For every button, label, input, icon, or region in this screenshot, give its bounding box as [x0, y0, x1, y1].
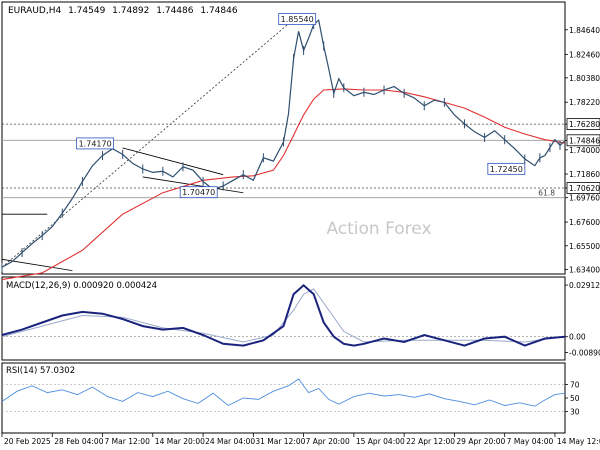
x-tick-label: 7 Apr 20:00	[306, 437, 350, 446]
close-value: 1.74846	[200, 6, 237, 16]
macd-tick-label: 0.00	[569, 333, 586, 342]
x-tick-label: 31 Mar 12:00	[255, 437, 305, 446]
price-tick-box	[566, 134, 600, 147]
x-axis: 20 Feb 2025 28 Feb 04:00 7 Mar 12:00 14 Mar…	[1, 433, 600, 446]
price-callout-box	[76, 137, 115, 150]
price-tick-label: 1.76280	[569, 120, 600, 129]
price-tick-label: 1.74000	[569, 146, 600, 155]
macd-title: MACD(12,26,9) 0.000920 0.000424	[6, 281, 157, 291]
price-callout: 1.85540	[281, 15, 314, 24]
rsi-title: RSI(14) 57.0302	[6, 366, 75, 376]
base-line	[1, 258, 73, 272]
price-tick-label: 1.74846	[569, 136, 600, 145]
x-tick-label: 15 Apr 04:00	[356, 437, 405, 446]
price-tick-label: 1.80380	[569, 74, 600, 83]
x-tick-label: 7 Mar 12:00	[105, 437, 151, 446]
rsi-layer: 70 50 30	[1, 378, 580, 417]
rsi-line	[1, 378, 566, 407]
price-tick-label: 1.84640	[569, 26, 600, 35]
price-tick-label: 1.67600	[569, 218, 600, 227]
x-tick-label: 14 May 12:00	[557, 437, 600, 446]
rsi-tick-label: 50	[570, 394, 580, 403]
price-callout-box	[487, 162, 526, 175]
price-callout-box	[278, 13, 317, 26]
rsi-tick-label: 70	[570, 380, 580, 389]
x-tick-label: 24 Mar 04:00	[205, 437, 255, 446]
price-tick-label: 1.65500	[569, 242, 600, 251]
x-tick-label: 22 Apr 12:00	[406, 437, 455, 446]
symbol-label: EURAUD,H4	[8, 6, 61, 16]
fib-label: 61.8	[538, 189, 555, 198]
price-tick-box	[566, 118, 600, 131]
rsi-panel	[1, 362, 566, 434]
price-callout: 1.74170	[79, 139, 112, 148]
macd-line	[1, 283, 566, 347]
watermark: Action Forex	[326, 219, 431, 239]
x-tick-label: 28 Feb 04:00	[54, 437, 103, 446]
high-value: 1.74892	[112, 6, 149, 16]
open-value: 1.74549	[68, 6, 105, 16]
moving-average-line	[1, 88, 566, 281]
rsi-tick-label: 30	[570, 408, 580, 417]
price-tick-box	[566, 182, 600, 194]
header-readout: EURAUD,H4 1.74549 1.74892 1.74486 1.7484…	[8, 6, 238, 16]
macd-layer: 0.029123 0.00 -0.008901	[1, 281, 600, 358]
x-tick-label: 29 Apr 20:00	[456, 437, 505, 446]
macd-tick-label: 0.029123	[569, 281, 600, 290]
macd-tick-label: -0.008901	[569, 349, 600, 358]
x-tick-label: 7 May 04:00	[507, 437, 554, 446]
x-tick-label: 14 Mar 20:00	[155, 437, 205, 446]
price-tick-label: 1.78220	[569, 98, 600, 107]
price-tick-label: 1.71860	[569, 170, 600, 179]
wedge-lower-line	[142, 176, 244, 194]
price-callout: 1.70470	[182, 188, 215, 197]
price-tick-label: 1.63400	[569, 265, 600, 274]
price-tick-label: 1.70620	[569, 184, 600, 193]
price-callout: 1.72450	[490, 165, 523, 174]
wedge-upper-line	[122, 147, 224, 176]
macd-panel	[1, 276, 566, 361]
price-layer: 1.85540 1.74170 1.70470 1.72450 61.8 1.84640 1…	[1, 13, 600, 281]
x-tick-label: 20 Feb 2025	[4, 437, 51, 446]
price-callout-box	[179, 186, 218, 199]
price-line	[1, 18, 566, 268]
price-tick-label: 1.69760	[569, 194, 600, 203]
low-value: 1.74486	[156, 6, 193, 16]
price-tick-label: 1.82460	[569, 50, 600, 59]
